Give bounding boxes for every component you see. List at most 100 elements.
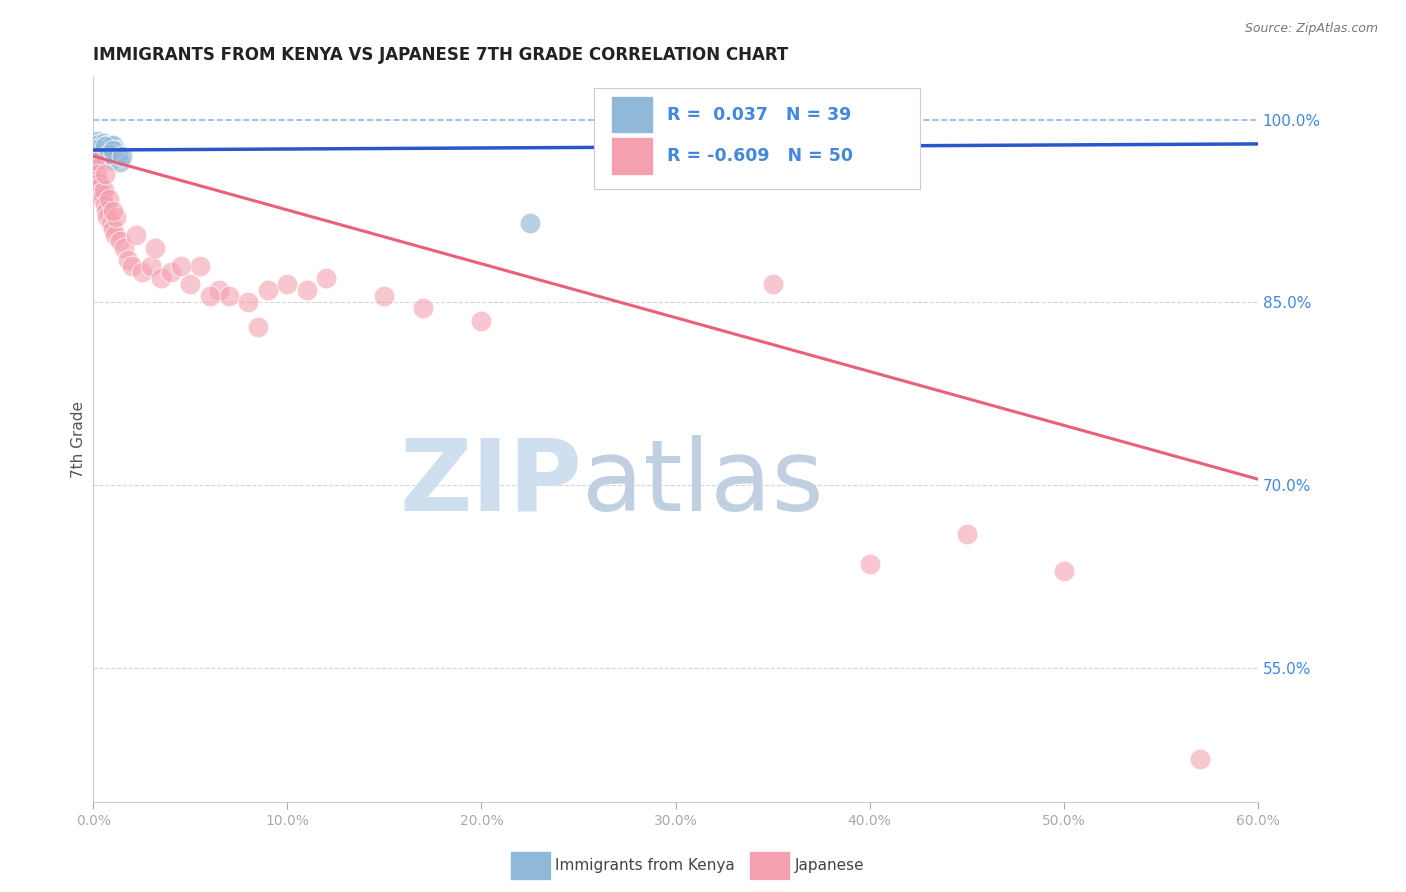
Point — [198, 289, 221, 303]
Point — [90, 192, 112, 206]
Text: R =  0.037   N = 39: R = 0.037 N = 39 — [668, 105, 852, 124]
Text: Source: ZipAtlas.com: Source: ZipAtlas.com — [1244, 22, 1378, 36]
Point — [86, 142, 108, 156]
Text: Japanese: Japanese — [794, 858, 865, 872]
FancyBboxPatch shape — [612, 95, 654, 134]
Point — [143, 241, 166, 255]
Point — [87, 152, 110, 166]
Point — [112, 241, 135, 255]
FancyBboxPatch shape — [593, 87, 920, 189]
Point — [111, 149, 134, 163]
Point — [188, 259, 211, 273]
Point — [97, 146, 120, 161]
Point — [859, 558, 882, 572]
Point — [101, 222, 124, 236]
Point — [89, 145, 111, 160]
Point — [141, 259, 163, 273]
Point — [131, 265, 153, 279]
Point — [97, 143, 120, 157]
Point — [519, 216, 541, 230]
Point — [101, 143, 124, 157]
Point — [89, 179, 111, 194]
Point — [94, 150, 117, 164]
Point — [295, 283, 318, 297]
Point — [96, 210, 118, 224]
Point — [761, 277, 783, 291]
Point — [412, 301, 434, 316]
Point — [86, 135, 108, 149]
Point — [97, 192, 120, 206]
Point — [94, 139, 117, 153]
Point — [91, 139, 114, 153]
Point — [94, 140, 117, 154]
Point — [956, 527, 979, 541]
Point — [91, 188, 114, 202]
Point — [100, 153, 122, 167]
Point — [94, 168, 117, 182]
Point — [121, 259, 143, 273]
Point — [105, 210, 128, 224]
Point — [218, 289, 240, 303]
Point — [98, 142, 121, 156]
Point — [94, 198, 117, 212]
Point — [93, 136, 115, 150]
Point — [470, 313, 492, 327]
Point — [97, 145, 120, 160]
Point — [150, 271, 173, 285]
Point — [90, 149, 112, 163]
Point — [86, 168, 108, 182]
Point — [84, 161, 107, 176]
Point — [103, 146, 125, 161]
Point — [87, 136, 110, 151]
Point — [91, 146, 114, 161]
Point — [110, 235, 132, 249]
Point — [1053, 564, 1076, 578]
Text: ZIP: ZIP — [399, 434, 582, 532]
Y-axis label: 7th Grade: 7th Grade — [72, 401, 86, 478]
Point — [110, 155, 132, 169]
Point — [90, 142, 112, 156]
Point — [90, 186, 112, 200]
Point — [103, 145, 125, 159]
Point — [87, 173, 110, 187]
Point — [117, 252, 139, 267]
Point — [84, 155, 107, 169]
Point — [94, 145, 117, 159]
Point — [100, 139, 122, 153]
Point — [96, 138, 118, 153]
Point — [101, 138, 124, 153]
Point — [238, 295, 260, 310]
Point — [208, 283, 231, 297]
Point — [125, 228, 148, 243]
Point — [103, 228, 125, 243]
Point — [373, 289, 395, 303]
Point — [90, 146, 112, 161]
Point — [87, 138, 110, 153]
Point — [84, 143, 107, 157]
Point — [100, 216, 122, 230]
Text: R = -0.609   N = 50: R = -0.609 N = 50 — [668, 147, 853, 165]
Point — [101, 204, 124, 219]
Text: Immigrants from Kenya: Immigrants from Kenya — [555, 858, 735, 872]
Text: IMMIGRANTS FROM KENYA VS JAPANESE 7TH GRADE CORRELATION CHART: IMMIGRANTS FROM KENYA VS JAPANESE 7TH GR… — [93, 46, 789, 64]
Point — [97, 145, 120, 160]
Point — [94, 204, 117, 219]
Text: atlas: atlas — [582, 434, 824, 532]
Point — [100, 145, 122, 159]
Point — [87, 176, 110, 190]
Point — [800, 136, 823, 151]
Point — [96, 148, 118, 162]
Point — [315, 271, 337, 285]
Point — [101, 149, 124, 163]
Point — [276, 277, 298, 291]
Point — [1188, 752, 1211, 766]
Point — [84, 139, 107, 153]
Point — [179, 277, 201, 291]
FancyBboxPatch shape — [612, 137, 654, 175]
Point — [159, 265, 181, 279]
Point — [105, 143, 128, 157]
Point — [93, 183, 115, 197]
Point — [247, 319, 270, 334]
Point — [169, 259, 191, 273]
Point — [107, 148, 129, 162]
